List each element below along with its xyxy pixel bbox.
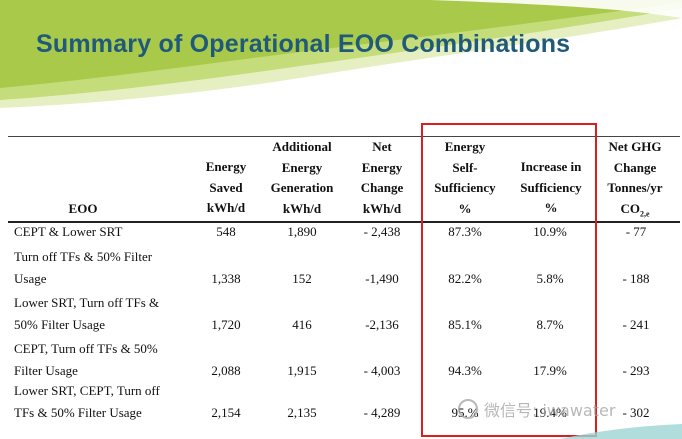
net-change-cell: - 4,289 (363, 405, 401, 420)
energy-saved-cell: 2,154 (211, 405, 241, 420)
eoo-cell: Turn off TFs & 50% Filter Usage (14, 249, 153, 286)
net-change-cell: - 2,438 (363, 224, 401, 239)
eoo-cell: CEPT, Turn off TFs & 50% Filter Usage (14, 341, 158, 378)
ghg-cell: - 188 (622, 271, 650, 286)
header-ghg-co2: CO (620, 200, 640, 216)
watermark-text: 微信号: iwawater (484, 401, 616, 420)
header-self-sufficiency: Energy Self- Sufficiency % (434, 139, 496, 216)
ghg-cell: - 77 (625, 224, 647, 239)
header-eoo: EOO (68, 201, 98, 216)
ghg-cell: - 241 (622, 317, 650, 332)
ghg-cell: - 293 (622, 363, 650, 378)
energy-saved-cell: 1,720 (211, 317, 241, 332)
increase-cell: 17.9% (533, 363, 567, 378)
ghg-cell: - 302 (622, 405, 650, 420)
self-sufficiency-cell: 87.3% (448, 224, 482, 239)
header-net-energy-change: Net Energy Change kWh/d (360, 139, 404, 216)
increase-cell: 19.4% (533, 405, 567, 420)
corner-wave (560, 424, 682, 439)
increase-cell: 8.7% (536, 317, 564, 332)
generation-cell: 416 (292, 317, 312, 332)
increase-cell: 10.9% (533, 224, 567, 239)
self-sufficiency-cell: 85.1% (448, 317, 482, 332)
header-increase-sufficiency: Increase in Sufficiency % (520, 159, 582, 216)
table-header-rule (8, 221, 680, 223)
self-sufficiency-cell: 94.3% (448, 363, 482, 378)
generation-cell: 152 (292, 271, 312, 286)
generation-cell: 2,135 (287, 405, 317, 420)
watermark: 微信号: iwawater (458, 394, 682, 424)
eoo-cell: Lower SRT, CEPT, Turn off TFs & 50% Filt… (14, 383, 160, 420)
slide-title: Summary of Operational EOO Combinations (36, 30, 571, 58)
header-ghg-subscript: 2,e (639, 209, 650, 219)
energy-saved-cell: 2,088 (211, 363, 241, 378)
increase-cell: 5.8% (536, 271, 564, 286)
net-change-cell: -1,490 (365, 271, 399, 286)
sufficiency-highlight-box (421, 123, 597, 437)
net-change-cell: - 4,003 (363, 363, 401, 378)
energy-saved-cell: 548 (216, 224, 236, 239)
header-ghg-unit: CO2,e (600, 199, 670, 225)
eoo-cell: CEPT & Lower SRT (14, 224, 123, 239)
self-sufficiency-cell: 82.2% (448, 271, 482, 286)
header-ghg-line2: Change (613, 159, 657, 175)
header-ghg-line3: Tonnes/yr (607, 180, 663, 196)
header-net-ghg: Net GHG Change Tonnes/yr CO2,e (600, 137, 670, 225)
header-swoosh (0, 0, 682, 108)
energy-saved-cell: 1,338 (211, 271, 241, 286)
header-additional-generation: Additional Energy Generation kWh/d (270, 139, 334, 216)
table-top-rule (8, 136, 680, 137)
header-energy-saved: Energy Saved kWh/d (205, 159, 247, 216)
net-change-cell: -2,136 (365, 317, 399, 332)
generation-cell: 1,915 (287, 363, 317, 378)
header-ghg-line1: Net GHG (608, 139, 662, 154)
generation-cell: 1,890 (287, 224, 317, 239)
wechat-icon (458, 399, 478, 419)
eoo-cell: Lower SRT, Turn off TFs & 50% Filter Usa… (14, 295, 160, 332)
